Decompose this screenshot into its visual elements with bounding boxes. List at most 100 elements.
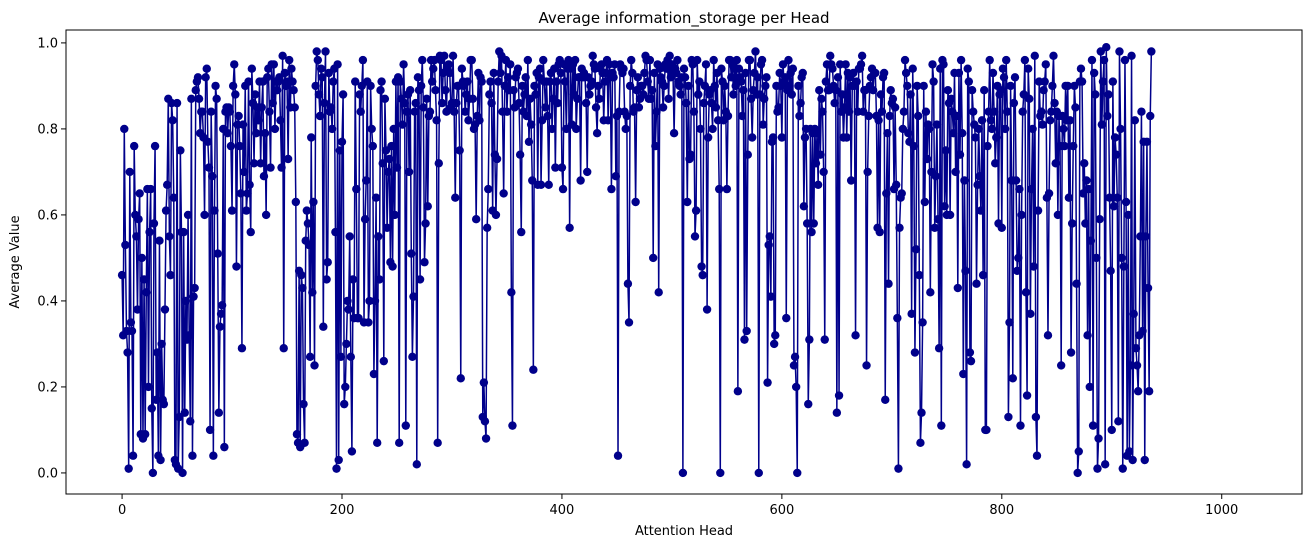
data-point <box>1015 184 1024 194</box>
data-point <box>796 98 805 108</box>
data-point <box>277 163 286 172</box>
data-point <box>1121 197 1131 207</box>
data-point <box>1147 47 1156 56</box>
data-point <box>742 326 751 336</box>
data-point <box>939 60 948 69</box>
data-point <box>932 120 942 129</box>
data-point <box>448 51 458 60</box>
data-point <box>232 262 241 271</box>
data-point <box>140 430 150 439</box>
data-point <box>682 98 691 108</box>
data-point <box>699 98 708 108</box>
data-point <box>321 47 330 56</box>
data-point <box>673 55 682 65</box>
data-point <box>736 77 746 86</box>
data-point <box>186 417 195 426</box>
data-point <box>557 163 567 172</box>
data-point <box>302 206 312 215</box>
data-point <box>888 94 898 104</box>
data-point <box>1017 210 1026 220</box>
x-tick-label: 600 <box>769 503 794 518</box>
data-point <box>507 288 516 297</box>
data-point <box>377 77 386 86</box>
data-point <box>998 64 1008 73</box>
data-point <box>202 64 211 73</box>
data-point <box>1067 219 1077 228</box>
data-point <box>675 81 684 91</box>
data-point <box>203 137 213 147</box>
data-point <box>526 120 536 129</box>
data-point <box>967 86 977 95</box>
data-point <box>570 55 580 65</box>
data-point <box>1048 81 1057 91</box>
data-point <box>482 223 492 233</box>
data-point <box>774 103 783 112</box>
data-point <box>1081 219 1090 228</box>
data-point <box>452 98 461 108</box>
data-point <box>333 60 342 69</box>
data-point <box>463 77 472 86</box>
data-point <box>128 451 138 460</box>
data-point <box>208 172 217 181</box>
data-point <box>341 382 350 392</box>
data-point <box>815 86 824 95</box>
data-point <box>1080 159 1089 168</box>
y-tick-label: 1.0 <box>37 36 58 51</box>
data-point <box>1092 253 1101 263</box>
data-point <box>876 90 886 99</box>
data-point <box>303 219 313 228</box>
data-point <box>929 77 938 86</box>
data-point <box>385 154 394 164</box>
data-point <box>358 55 368 65</box>
data-point <box>1025 94 1034 104</box>
data-point <box>347 447 357 456</box>
x-tick-label: 1000 <box>1205 503 1238 518</box>
data-point <box>1144 387 1154 396</box>
data-point <box>804 399 813 409</box>
data-point <box>800 133 810 142</box>
data-point <box>976 206 986 215</box>
data-point <box>680 73 690 82</box>
data-point <box>400 98 409 108</box>
data-point <box>1065 116 1075 125</box>
data-point <box>227 206 237 215</box>
data-point <box>757 55 767 65</box>
data-point <box>323 258 332 267</box>
data-point <box>134 215 143 224</box>
data-point <box>367 124 376 134</box>
data-point <box>234 111 243 121</box>
data-point <box>654 288 663 297</box>
data-point <box>1029 262 1038 271</box>
data-point <box>588 51 597 60</box>
data-point <box>379 356 388 366</box>
data-point <box>322 275 331 284</box>
data-point <box>155 236 164 245</box>
data-point <box>189 292 198 301</box>
data-point <box>961 266 970 276</box>
data-point <box>678 468 688 478</box>
data-point <box>1041 60 1050 69</box>
data-point <box>975 172 984 181</box>
data-point <box>468 94 478 104</box>
data-point <box>561 77 570 86</box>
y-tick-label: 0.0 <box>37 466 58 481</box>
data-point <box>892 180 901 190</box>
data-point <box>305 352 315 362</box>
data-point <box>427 77 437 86</box>
data-point <box>235 141 244 151</box>
data-point <box>351 77 360 86</box>
data-point <box>213 249 222 258</box>
data-point <box>250 90 260 99</box>
data-point <box>821 77 831 86</box>
data-point <box>1027 184 1036 194</box>
data-point <box>723 111 733 121</box>
data-point <box>760 94 769 104</box>
data-point <box>802 219 812 228</box>
data-point <box>1022 391 1032 400</box>
data-point <box>378 159 387 168</box>
data-point <box>903 81 912 91</box>
data-point <box>595 94 604 104</box>
data-point <box>404 167 414 177</box>
data-point <box>989 107 999 116</box>
data-point <box>799 202 809 211</box>
